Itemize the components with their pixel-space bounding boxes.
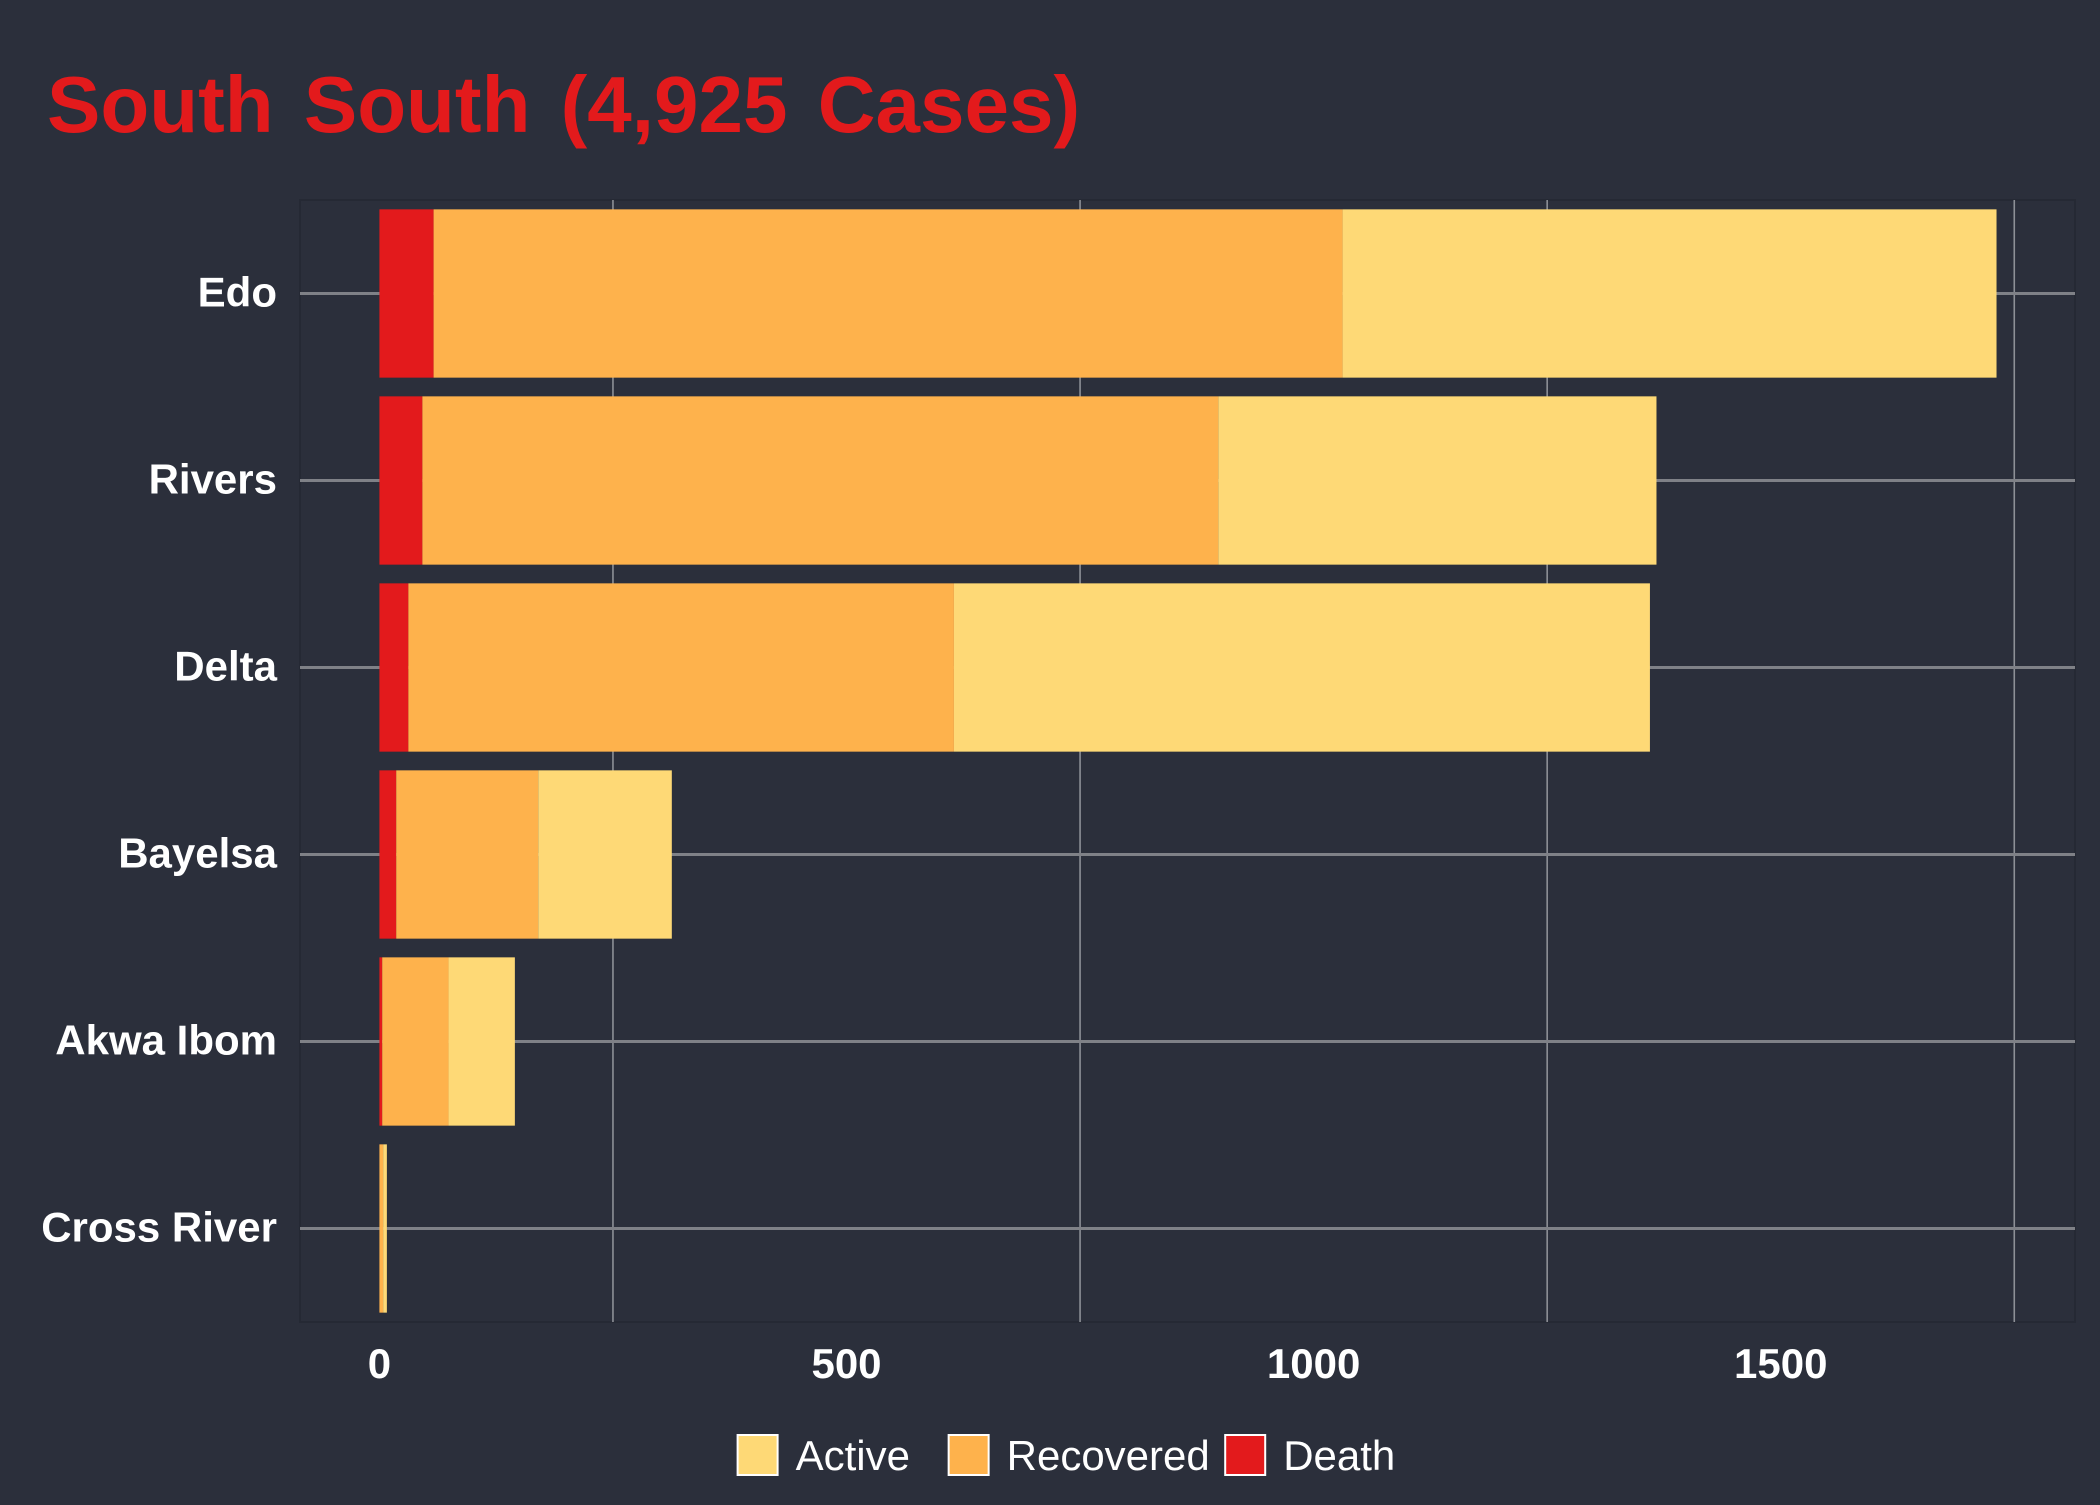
y-tick-label-akwa-ibom: Akwa Ibom	[55, 1017, 277, 1064]
bar-delta-recovered	[408, 583, 954, 752]
bar-akwa-ibom-active	[448, 957, 515, 1126]
plot-panel-border	[299, 199, 2076, 1323]
bar-edo-active	[1342, 209, 1997, 378]
legend-item-death: Death	[1224, 1432, 1395, 1479]
bar-rivers-active	[1218, 396, 1657, 565]
bar-delta-active	[953, 583, 1650, 752]
y-tick-label-rivers: Rivers	[149, 456, 277, 503]
bar-cross-river-recovered	[379, 1144, 384, 1313]
bars	[379, 209, 1997, 1313]
bar-bayelsa-recovered	[396, 770, 539, 939]
legend-key-active	[736, 1434, 779, 1476]
x-tick-label-1000: 1000	[1267, 1340, 1360, 1387]
legend-item-active: Active	[736, 1432, 910, 1479]
legend-label-recovered: Recovered	[1007, 1432, 1210, 1479]
legend-key-recovered	[947, 1434, 990, 1476]
bar-rivers-recovered	[422, 396, 1219, 565]
bar-delta-death	[379, 583, 409, 752]
bar-bayelsa-death	[379, 770, 397, 939]
bar-rivers-death	[379, 396, 423, 565]
bar-edo-recovered	[433, 209, 1343, 378]
y-tick-label-bayelsa: Bayelsa	[118, 830, 277, 877]
bar-akwa-ibom-death	[379, 957, 383, 1126]
y-axis-labels: Edo Rivers Delta Bayelsa Akwa Ibom Cross Rive…	[41, 269, 277, 1251]
y-tick-label-edo: Edo	[198, 269, 277, 316]
legend-label-active: Active	[796, 1432, 910, 1479]
bar-bayelsa-active	[538, 770, 672, 939]
x-axis-labels: 0 500 1000 1500	[368, 1340, 1828, 1387]
legend: Active Recovered Death	[736, 1432, 1395, 1479]
bar-cross-river-active	[383, 1144, 387, 1313]
x-tick-label-500: 500	[811, 1340, 881, 1387]
legend-label-death: Death	[1283, 1432, 1395, 1479]
bar-edo-death	[379, 209, 434, 378]
y-tick-label-delta: Delta	[174, 643, 277, 690]
x-tick-label-0: 0	[368, 1340, 391, 1387]
legend-key-death	[1224, 1434, 1267, 1476]
bar-akwa-ibom-recovered	[382, 957, 449, 1126]
y-tick-label-cross-river: Cross River	[41, 1204, 277, 1251]
chart-title: South South (4,925 Cases)	[47, 60, 1080, 149]
x-tick-label-1500: 1500	[1734, 1340, 1827, 1387]
legend-item-recovered: Recovered	[947, 1432, 1210, 1479]
